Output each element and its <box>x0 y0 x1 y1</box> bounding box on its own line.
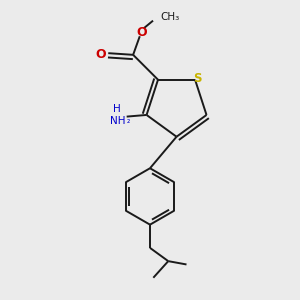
Text: NH: NH <box>110 116 125 126</box>
Text: CH₃: CH₃ <box>161 12 180 22</box>
Text: S: S <box>194 71 202 85</box>
Text: ₂: ₂ <box>127 116 130 125</box>
Text: O: O <box>96 48 106 61</box>
Text: H: H <box>113 104 121 114</box>
Text: O: O <box>136 26 147 39</box>
